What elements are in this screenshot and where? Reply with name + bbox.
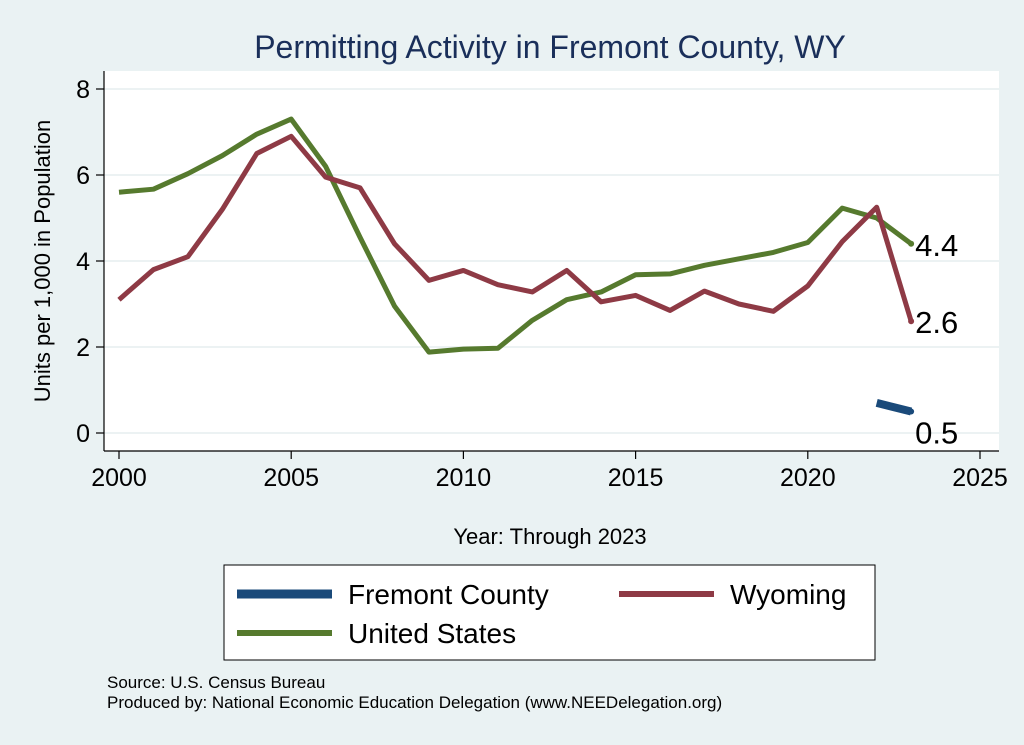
series-lines (117, 116, 915, 416)
y-tick-label-0: 0 (76, 420, 90, 448)
source-line: Source: U.S. Census Bureau (107, 673, 325, 692)
grid-lines (104, 88, 999, 434)
legend: Fremont County Wyoming United States (223, 564, 876, 661)
x-axis-label: Year: Through 2023 (453, 524, 646, 549)
end-labels: 4.4 2.6 0.5 (915, 228, 958, 451)
produced-by-line: Produced by: National Economic Education… (107, 693, 722, 712)
y-tick-label-8: 8 (76, 76, 90, 104)
y-ticks: 0 2 4 6 8 (76, 76, 104, 448)
series-line-fremont-county (875, 399, 913, 416)
point-wyoming-2023 (908, 318, 915, 325)
point-fremont-county-2023 (908, 408, 915, 415)
x-tick-label-2000: 2000 (91, 464, 147, 492)
x-tick-label-2015: 2015 (608, 464, 664, 492)
chart-title: Permitting Activity in Fremont County, W… (254, 29, 846, 65)
y-axis-label: Units per 1,000 in Population (30, 120, 55, 403)
y-tick-label-6: 6 (76, 162, 90, 190)
x-tick-label-2020: 2020 (780, 464, 836, 492)
end-label-wyoming: 2.6 (915, 305, 958, 340)
legend-box (223, 564, 876, 661)
end-label-fremont-county: 0.5 (915, 416, 958, 451)
point-united-states-2023 (908, 240, 915, 247)
x-tick-label-2025: 2025 (952, 464, 1008, 492)
legend-label-fremont-county: Fremont County (348, 579, 549, 610)
legend-label-wyoming: Wyoming (730, 579, 846, 610)
series-line-united-states (118, 116, 913, 355)
x-tick-label-2005: 2005 (263, 464, 319, 492)
x-tick-label-2010: 2010 (436, 464, 492, 492)
end-label-united-states: 4.4 (915, 228, 958, 263)
y-tick-label-2: 2 (76, 334, 90, 362)
series-line-wyoming (117, 133, 914, 322)
y-tick-label-4: 4 (76, 248, 90, 276)
legend-label-united-states: United States (348, 618, 516, 649)
x-ticks: 2000 2005 2010 2015 2020 2025 (91, 451, 1008, 492)
